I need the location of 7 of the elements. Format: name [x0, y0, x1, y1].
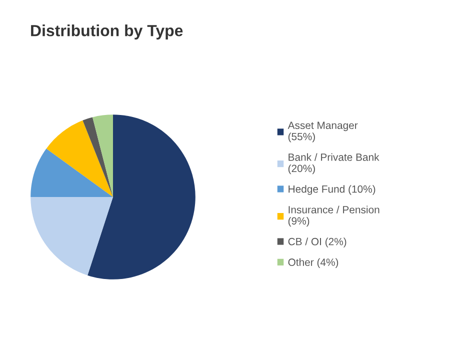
- legend-label: Other (4%): [288, 258, 338, 268]
- legend-label: Hedge Fund (10%): [288, 185, 376, 195]
- legend-label: CB / OI (2%): [288, 238, 346, 248]
- legend-label: Insurance / Pension (9%): [288, 206, 380, 227]
- legend-label: Bank / Private Bank (20%): [288, 153, 380, 174]
- chart-title: Distribution by Type: [31, 24, 183, 40]
- legend-label: Asset Manager (55%): [288, 122, 358, 142]
